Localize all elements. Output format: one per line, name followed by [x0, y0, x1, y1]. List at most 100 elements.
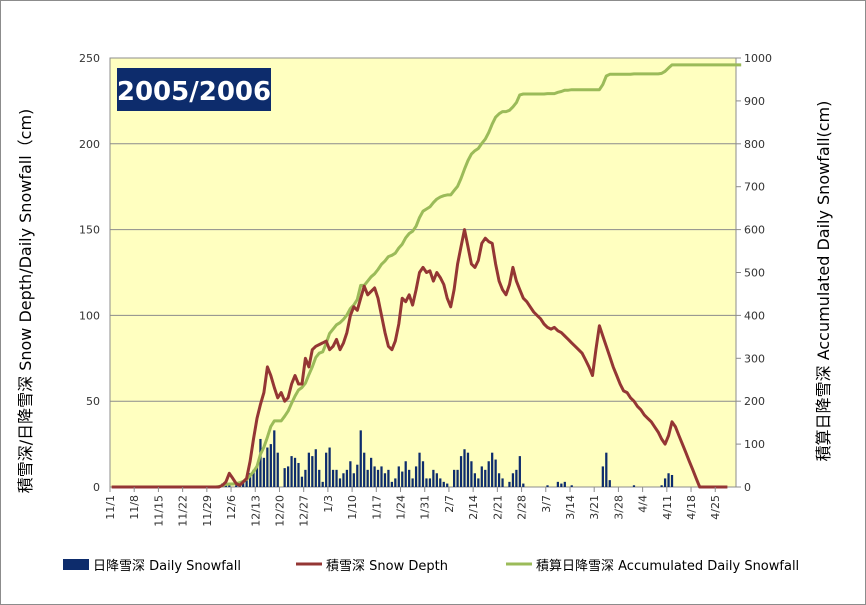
- daily-snowfall-bar: [383, 473, 387, 487]
- daily-snowfall-bar: [515, 469, 518, 487]
- daily-snowfall-bar: [352, 473, 355, 487]
- gridlines: [110, 57, 736, 402]
- daily-snowfall-bar: [248, 473, 252, 487]
- daily-snowfall-bar: [235, 485, 238, 487]
- x-tick-label: 11/1: [104, 495, 117, 520]
- daily-snowfall-bar: [297, 462, 300, 487]
- daily-snowfall-bar: [293, 457, 297, 487]
- x-tick-label: 4/4: [637, 495, 650, 513]
- daily-snowfall-bar: [477, 478, 480, 487]
- x-tick-label: 1/24: [395, 495, 408, 520]
- legend: 日降雪深 Daily Snowfall 積雪深 Snow Depth 積算日降雪…: [63, 559, 799, 574]
- daily-snowfall-bar: [484, 469, 487, 487]
- x-tick-label: 3/28: [612, 495, 625, 520]
- daily-snowfall-bar: [463, 449, 466, 487]
- daily-snowfall-bar: [473, 473, 477, 487]
- right-tick-label: 900: [744, 95, 765, 108]
- daily-snowfall-bar: [366, 469, 369, 487]
- x-tick-label: 12/6: [225, 495, 238, 520]
- daily-snowfall-bar: [432, 469, 435, 487]
- daily-snowfall-bar: [563, 481, 566, 487]
- daily-snowfall-bar: [373, 466, 376, 487]
- left-axis-ticks: 0 50 100 150 200 250: [79, 52, 100, 494]
- daily-snowfall-bar: [425, 478, 428, 487]
- daily-snowfall-bar: [345, 469, 349, 487]
- daily-snowfall-bar: [601, 466, 604, 487]
- x-tick-label: 11/22: [177, 495, 190, 527]
- daily-snowfall-bar: [228, 485, 231, 487]
- daily-snowfall-bar: [608, 480, 611, 487]
- daily-snowfall-bar: [397, 466, 400, 487]
- daily-snowfall-bar: [411, 478, 414, 487]
- daily-snowfall-bar: [356, 464, 359, 487]
- daily-snowfall-bar: [511, 473, 515, 487]
- daily-snowfall-bar: [390, 481, 393, 487]
- x-tick-label: 4/11: [661, 495, 674, 520]
- left-tick-label: 100: [79, 309, 100, 322]
- x-tick-label: 2/14: [467, 495, 480, 520]
- daily-snowfall-bar: [446, 483, 449, 487]
- daily-snowfall-bar: [314, 449, 317, 487]
- series-lines: [111, 63, 742, 489]
- plot-area: [109, 57, 737, 488]
- x-tick-label: 1/10: [346, 495, 359, 520]
- x-tick-label: 12/13: [249, 495, 262, 527]
- left-tick-label: 250: [79, 52, 100, 65]
- left-tick-label: 200: [79, 138, 100, 151]
- legend-label-accumulated: 積算日降雪深 Accumulated Daily Snowfall: [536, 559, 799, 574]
- daily-snowfall-bar: [245, 478, 248, 487]
- daily-snowfall-bar: [466, 452, 470, 487]
- daily-snowfall-bar: [508, 481, 511, 487]
- daily-snowfall-bar: [325, 452, 328, 487]
- daily-snowfall-bar: [414, 466, 418, 487]
- daily-snowfall-bar: [667, 473, 670, 487]
- daily-snowfall-bar: [404, 461, 407, 487]
- daily-snowfall-bar: [369, 457, 373, 487]
- x-tick-label: 3/21: [588, 495, 601, 520]
- x-tick-label: 3/7: [540, 495, 553, 513]
- daily-snowfall-bar: [401, 471, 404, 487]
- season-title-box: [117, 68, 271, 111]
- daily-snowfall-bar: [335, 469, 338, 487]
- daily-snowfall-bar: [273, 430, 276, 487]
- x-tick-label: 3/14: [564, 495, 577, 520]
- daily-snowfall-bar: [556, 481, 560, 487]
- legend-label-daily-snowfall: 日降雪深 Daily Snowfall: [93, 559, 241, 574]
- daily-snowfall-bar: [359, 430, 362, 487]
- daily-snowfall-bar: [363, 452, 366, 487]
- daily-snowfall-bar: [670, 474, 674, 487]
- right-tick-label: 200: [744, 395, 765, 408]
- x-tick-label: 2/28: [516, 495, 529, 520]
- right-tick-label: 0: [744, 481, 751, 494]
- daily-snowfall-bar: [480, 466, 483, 487]
- x-tick-label: 1/31: [419, 495, 432, 520]
- daily-snowfall-bar: [456, 469, 459, 487]
- daily-snowfall-bar: [300, 476, 304, 487]
- right-tick-label: 500: [744, 267, 765, 280]
- right-tick-label: 600: [744, 224, 765, 237]
- daily-snowfall-bar: [501, 478, 504, 487]
- left-tick-label: 0: [93, 481, 100, 494]
- daily-snowfall-bar: [255, 466, 259, 487]
- daily-snowfall-bar: [349, 461, 352, 487]
- daily-snowfall-bar: [318, 469, 321, 487]
- daily-snowfall-bar: [283, 468, 286, 487]
- right-tick-label: 300: [744, 352, 765, 365]
- daily-snowfall-bar: [311, 456, 314, 487]
- left-tick-label: 50: [86, 395, 100, 408]
- daily-snowfall-bar: [304, 469, 307, 487]
- x-tick-label: 2/7: [443, 495, 456, 513]
- right-tick-label: 700: [744, 181, 765, 194]
- x-tick-label: 1/3: [322, 495, 335, 513]
- x-tick-label: 12/27: [298, 495, 311, 527]
- x-tick-label: 2/21: [491, 495, 504, 520]
- right-tick-label: 400: [744, 309, 765, 322]
- x-tick-label: 4/18: [685, 495, 698, 520]
- daily-snowfall-bar: [387, 469, 390, 487]
- daily-snowfall-bar: [560, 483, 563, 487]
- daily-snowfall-bar: [376, 469, 380, 487]
- x-tick-label: 11/15: [152, 495, 165, 527]
- daily-snowfall-bar: [342, 473, 345, 487]
